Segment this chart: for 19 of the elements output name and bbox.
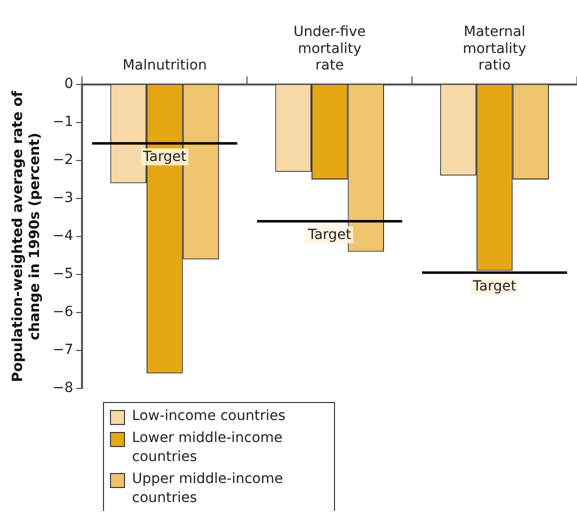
y-tick-label: −5	[52, 266, 74, 282]
y-tick-label: −8	[52, 380, 74, 396]
ref-line-label: Target	[142, 148, 187, 165]
y-tick-label: −7	[52, 342, 74, 358]
y-tick-label: −2	[52, 152, 74, 168]
x-tick-label: Under-five mortality rate	[293, 24, 366, 74]
y-tick-label: −4	[52, 228, 74, 244]
y-tick-label: −6	[52, 304, 74, 320]
x-tick-label: Maternal mortality ratio	[462, 24, 526, 74]
y-tick-label: −1	[52, 114, 74, 130]
ref-line-label: Target	[306, 226, 352, 243]
y-tick-label: 0	[64, 76, 74, 92]
x-tick-label: Malnutrition	[122, 58, 207, 74]
y-axis-title: Population-weighted average rate of change in 1990s (percent)	[10, 90, 43, 382]
legend-label: Low-income countries	[132, 407, 286, 426]
legend-label: Upper middle-income countries	[132, 470, 284, 508]
y-tick-label: −3	[52, 190, 74, 206]
ref-line-label: Target	[472, 278, 517, 294]
legend-label: Lower middle-income countries	[132, 429, 284, 467]
